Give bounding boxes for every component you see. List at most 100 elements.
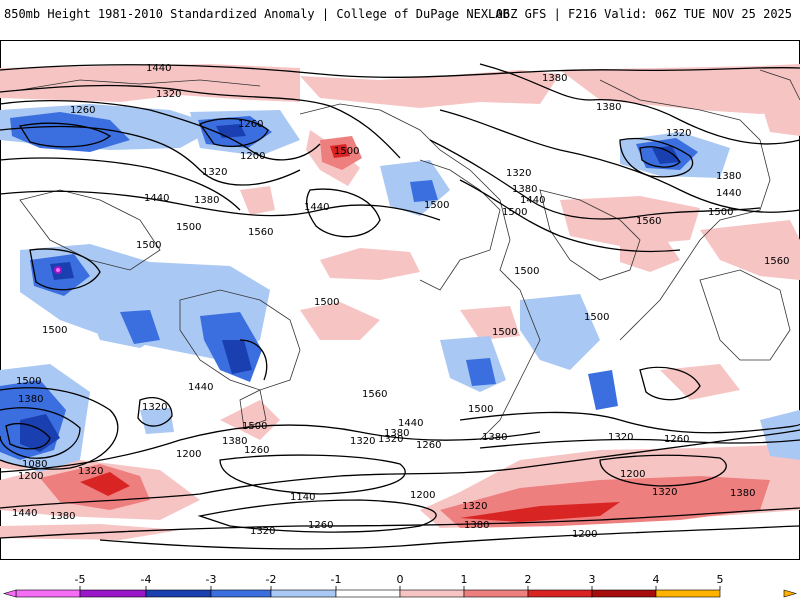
contour-label: 1320 bbox=[462, 501, 487, 512]
contour-label: 1320 bbox=[250, 526, 275, 537]
contour-label: 1500 bbox=[468, 404, 493, 415]
color-legend: -5 -4 -3 -2 -1 0 1 2 3 4 5 bbox=[0, 572, 800, 600]
contour-label: 1440 bbox=[398, 418, 423, 429]
legend-color-segment bbox=[79, 589, 147, 598]
contour-label: 1200 bbox=[572, 529, 597, 540]
contour-label: 1320 bbox=[156, 89, 181, 100]
contour-label: 1500 bbox=[708, 207, 733, 218]
contour-label: 1320 bbox=[350, 436, 375, 447]
contour-label: 1200 bbox=[18, 471, 43, 482]
contour-label: 1380 bbox=[542, 73, 567, 84]
legend-colorbar bbox=[2, 586, 798, 598]
contour-label: 1560 bbox=[636, 216, 661, 227]
contour-label: 1380 bbox=[384, 428, 409, 439]
contour-label: 1320 bbox=[652, 487, 677, 498]
contour-label: 1500 bbox=[492, 327, 517, 338]
legend-left-arrow bbox=[2, 589, 17, 598]
legend-tick-label: -1 bbox=[331, 573, 342, 586]
legend-tick-label: 1 bbox=[461, 573, 468, 586]
legend-color-segment bbox=[15, 589, 81, 598]
contour-label: 1560 bbox=[248, 227, 273, 238]
contour-label: 1380 bbox=[730, 488, 755, 499]
legend-color-segment bbox=[591, 589, 657, 598]
contour-label: 1380 bbox=[194, 195, 219, 206]
legend-tick-label: -5 bbox=[75, 573, 86, 586]
contour-label: 1380 bbox=[512, 184, 537, 195]
contour-label: 1320 bbox=[78, 466, 103, 477]
legend-tick-label: -4 bbox=[141, 573, 152, 586]
max-positive-anomaly bbox=[80, 144, 620, 522]
contour-label: 1320 bbox=[608, 432, 633, 443]
contour-label: 1440 bbox=[716, 188, 741, 199]
contour-label: 1440 bbox=[146, 63, 171, 74]
contour-label: 1560 bbox=[764, 256, 789, 267]
contour-label: 1500 bbox=[42, 325, 67, 336]
legend-tick-label: 4 bbox=[653, 573, 660, 586]
header-bar: 850mb Height 1981-2010 Standardized Anom… bbox=[0, 0, 800, 32]
contour-label: 1440 bbox=[12, 508, 37, 519]
legend-svg: -5 -4 -3 -2 -1 0 1 2 3 4 5 bbox=[2, 573, 798, 598]
contour-label: 1500 bbox=[16, 376, 41, 387]
contour-label: 1440 bbox=[304, 202, 329, 213]
map-title: 850mb Height 1981-2010 Standardized Anom… bbox=[4, 7, 510, 21]
contour-label: 1380 bbox=[18, 394, 43, 405]
contour-label: 1500 bbox=[334, 146, 359, 157]
contour-label: 1080 bbox=[22, 459, 47, 470]
contour-label: 1200 bbox=[176, 449, 201, 460]
contour-label: 1500 bbox=[314, 297, 339, 308]
legend-color-segment bbox=[270, 589, 337, 598]
contour-label: 1320 bbox=[142, 402, 167, 413]
contour-label: 1380 bbox=[482, 432, 507, 443]
map-svg: 1440 1320 1260 1260 1200 1320 1380 1440 … bbox=[0, 40, 800, 560]
legend-right-arrow bbox=[783, 589, 798, 598]
contour-label: 1500 bbox=[514, 266, 539, 277]
contour-label: 1380 bbox=[596, 102, 621, 113]
contour-label: 1260 bbox=[238, 119, 263, 130]
contour-label: 1200 bbox=[620, 469, 645, 480]
contour-label: 1260 bbox=[416, 440, 441, 451]
run-valid-time: 06Z GFS | F216 Valid: 06Z TUE NOV 25 202… bbox=[495, 7, 792, 21]
contour-label: 1320 bbox=[506, 168, 531, 179]
legend-color-segment bbox=[655, 589, 721, 598]
legend-tick-label: 2 bbox=[525, 573, 532, 586]
contour-label: 1200 bbox=[240, 151, 265, 162]
legend-tick-label: -2 bbox=[266, 573, 277, 586]
legend-color-segment bbox=[527, 589, 593, 598]
contour-label: 1380 bbox=[50, 511, 75, 522]
legend-color-segment bbox=[399, 589, 465, 598]
contour-label: 1260 bbox=[664, 434, 689, 445]
height-contours bbox=[0, 63, 800, 550]
contour-label: 1260 bbox=[244, 445, 269, 456]
coastlines bbox=[19, 69, 800, 441]
contour-label: 1500 bbox=[136, 240, 161, 251]
legend-tick-label: 3 bbox=[589, 573, 596, 586]
legend-tick-label: 0 bbox=[397, 573, 404, 586]
contour-label: 1200 bbox=[410, 490, 435, 501]
contour-label: 1440 bbox=[188, 382, 213, 393]
contour-label: 1320 bbox=[202, 167, 227, 178]
legend-color-segment bbox=[145, 589, 212, 598]
contour-labels: 1440 1320 1260 1260 1200 1320 1380 1440 … bbox=[12, 63, 789, 540]
legend-ticks: -5 -4 -3 -2 -1 0 1 2 3 4 5 bbox=[75, 573, 724, 586]
strong-negative-anomaly bbox=[20, 124, 680, 452]
contour-label: 1380 bbox=[464, 520, 489, 531]
legend-tick-label: 5 bbox=[717, 573, 724, 586]
contour-label: 1560 bbox=[362, 389, 387, 400]
anomaly-map: 1440 1320 1260 1260 1200 1320 1380 1440 … bbox=[0, 40, 800, 560]
contour-label: 1500 bbox=[242, 421, 267, 432]
contour-label: 1380 bbox=[716, 171, 741, 182]
contour-label: 1500 bbox=[176, 222, 201, 233]
legend-color-segment bbox=[210, 589, 272, 598]
contour-label: 1260 bbox=[308, 520, 333, 531]
contour-label: 1500 bbox=[584, 312, 609, 323]
extreme-negative-core bbox=[56, 268, 60, 272]
contour-label: 1260 bbox=[70, 105, 95, 116]
contour-label: 1500 bbox=[424, 200, 449, 211]
contour-label: 1380 bbox=[222, 436, 247, 447]
contour-label: 1140 bbox=[290, 492, 315, 503]
contour-label: 1320 bbox=[378, 434, 403, 445]
legend-color-segment bbox=[463, 589, 529, 598]
contour-label: 1440 bbox=[144, 193, 169, 204]
contour-label: 1500 bbox=[502, 207, 527, 218]
legend-color-segment bbox=[335, 589, 401, 598]
